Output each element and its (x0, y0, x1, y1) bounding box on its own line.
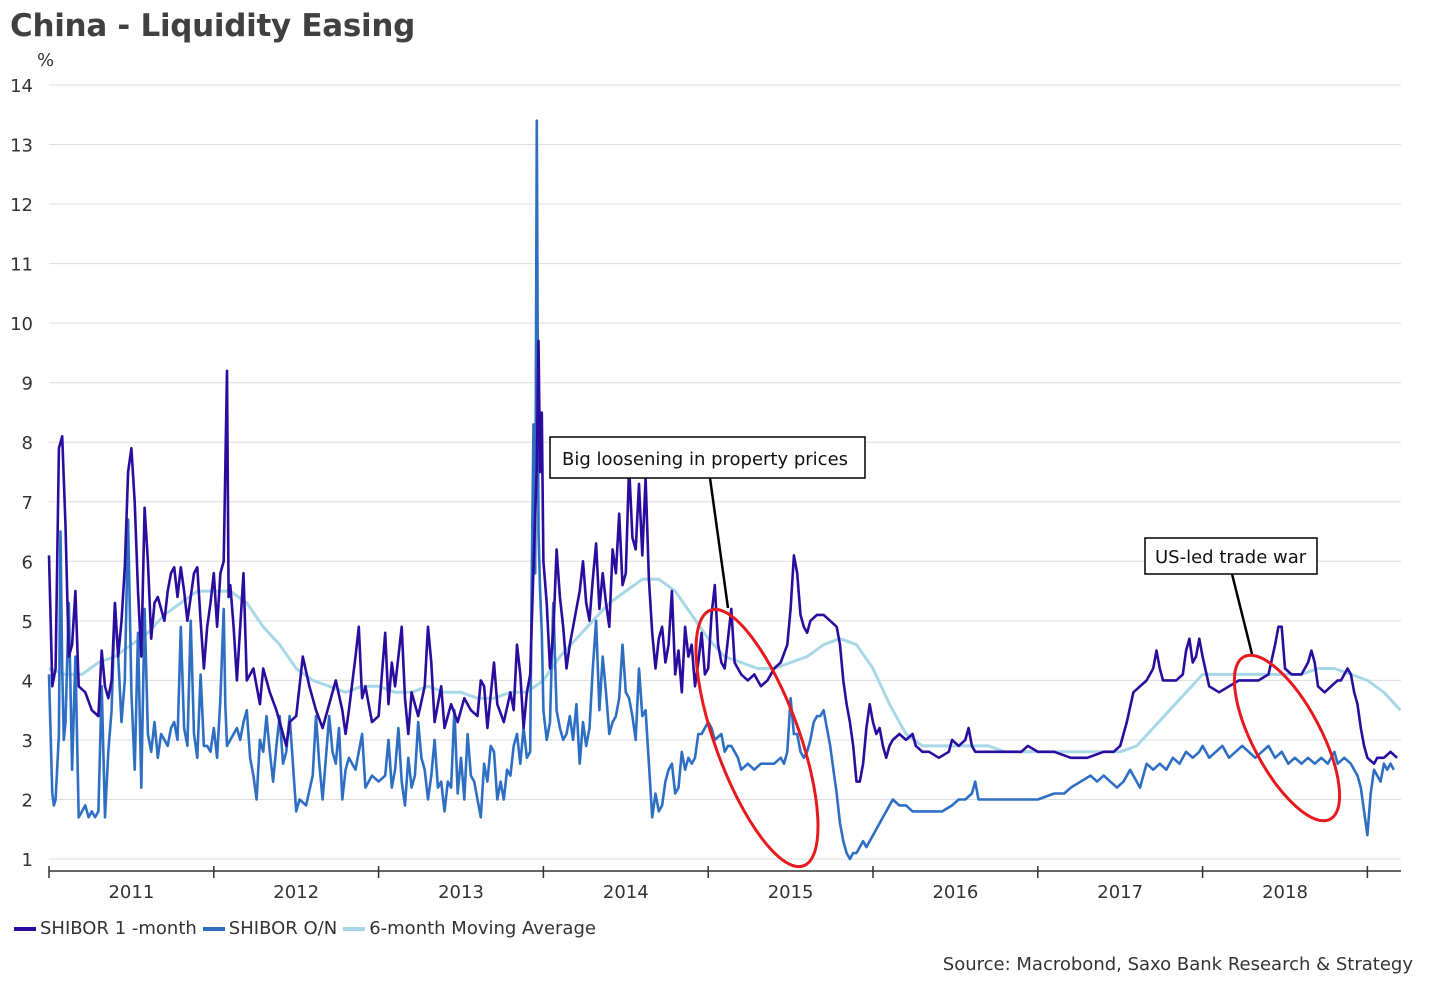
x-tick-label-2018: 2018 (1262, 882, 1308, 903)
grid-lines (49, 84, 1401, 860)
legend-swatch-moving-average (343, 926, 366, 931)
legend-item-shibor-1m: SHIBOR 1 -month (14, 918, 197, 939)
y-tick-label-13: 13 (10, 136, 33, 157)
moving-average-line (48, 577, 1402, 754)
callout-text-trade-war: US-led trade war (1155, 547, 1307, 568)
y-tick-label-3: 3 (22, 731, 33, 752)
legend-label-moving-average: 6-month Moving Average (369, 918, 596, 939)
shibor-on-line (47, 119, 1395, 861)
callout-pointer-property (708, 477, 730, 609)
annotations: Big loosening in property prices US-led t… (549, 436, 1342, 869)
callout-box-trade-war (1144, 537, 1318, 575)
shibor-1m-line (47, 339, 1398, 783)
chart-title: China - Liquidity Easing (10, 8, 416, 44)
x-tick-label-2014: 2014 (603, 882, 649, 903)
legend-item-moving-average: 6-month Moving Average (343, 918, 596, 939)
y-tick-label-11: 11 (10, 255, 33, 276)
legend-swatch-shibor-on (202, 926, 225, 931)
callout-box-property (549, 436, 866, 479)
y-tick-label-6: 6 (22, 552, 33, 573)
x-axis: 2011 2012 2013 2014 2015 2016 2017 2018 (48, 866, 1401, 903)
x-tick-label-2016: 2016 (932, 882, 978, 903)
x-tick-label-2017: 2017 (1097, 882, 1143, 903)
y-tick-label-2: 2 (22, 790, 33, 811)
callout-pointer-trade-war (1230, 573, 1254, 655)
y-tick-label-14: 14 (10, 76, 33, 97)
legend-item-shibor-on: SHIBOR O/N (202, 918, 338, 939)
y-tick-label-8: 8 (22, 433, 33, 454)
highlight-ellipse-trade-war (1232, 653, 1342, 823)
y-tick-label-12: 12 (10, 195, 33, 216)
x-tick-label-2011: 2011 (108, 882, 154, 903)
x-tick-label-2012: 2012 (273, 882, 319, 903)
legend-label-shibor-1m: SHIBOR 1 -month (40, 918, 197, 939)
y-tick-label-1: 1 (22, 850, 33, 871)
legend: SHIBOR 1 -month SHIBOR O/N 6-month Movin… (14, 918, 602, 939)
y-tick-label-5: 5 (22, 612, 33, 633)
source-note: Source: Macrobond, Saxo Bank Research & … (942, 954, 1413, 975)
x-tick-label-2013: 2013 (438, 882, 484, 903)
callout-text-property: Big loosening in property prices (562, 449, 848, 470)
series-lines (47, 119, 1402, 861)
y-tick-label-7: 7 (22, 493, 33, 514)
y-tick-label-9: 9 (22, 374, 33, 395)
y-tick-label-10: 10 (10, 314, 33, 335)
legend-label-shibor-on: SHIBOR O/N (228, 918, 338, 939)
x-tick-label-2015: 2015 (768, 882, 814, 903)
legend-swatch-shibor-1m (14, 926, 36, 931)
highlight-ellipse-property (694, 607, 820, 869)
y-axis-label: % (37, 50, 54, 71)
y-tick-label-4: 4 (22, 671, 33, 692)
